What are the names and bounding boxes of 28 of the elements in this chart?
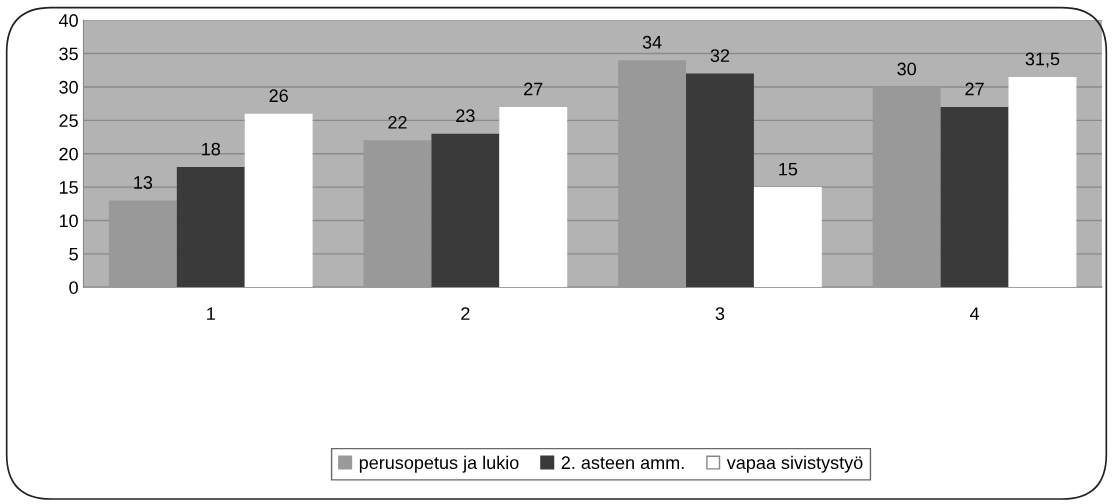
data-label: 23 bbox=[456, 109, 475, 123]
data-label: 27 bbox=[524, 82, 543, 96]
y-tick-label: 25 bbox=[59, 114, 78, 128]
y-tick-label: 35 bbox=[59, 47, 78, 61]
data-label: 13 bbox=[134, 176, 153, 189]
data-label: 15 bbox=[779, 162, 798, 176]
data-label: 27 bbox=[965, 82, 984, 96]
y-tick-label: 40 bbox=[58, 14, 78, 27]
data-label: 18 bbox=[202, 142, 221, 156]
x-tick-label: 2 bbox=[461, 307, 470, 320]
y-tick-label: 5 bbox=[69, 248, 78, 261]
x-tick-label: 1 bbox=[207, 307, 215, 320]
legend-label: 2. asteen amm. bbox=[561, 456, 684, 470]
data-label: 26 bbox=[269, 89, 288, 103]
y-tick-label: 15 bbox=[59, 181, 78, 194]
data-label: 31,5 bbox=[1025, 52, 1060, 68]
x-tick-label: 3 bbox=[715, 307, 725, 320]
data-label: 32 bbox=[710, 49, 730, 62]
y-tick-label: 20 bbox=[59, 147, 78, 161]
legend-label: perusopetus ja lukio bbox=[359, 455, 519, 473]
y-tick-label: 30 bbox=[59, 80, 78, 94]
data-label: 34 bbox=[642, 35, 662, 49]
data-label: 30 bbox=[897, 62, 917, 76]
legend-label: vapaa sivistystyö bbox=[726, 455, 863, 473]
x-tick-label: 4 bbox=[969, 307, 980, 320]
y-tick-label: 0 bbox=[69, 281, 78, 294]
data-label: 22 bbox=[388, 116, 407, 129]
y-tick-label: 10 bbox=[59, 214, 78, 228]
